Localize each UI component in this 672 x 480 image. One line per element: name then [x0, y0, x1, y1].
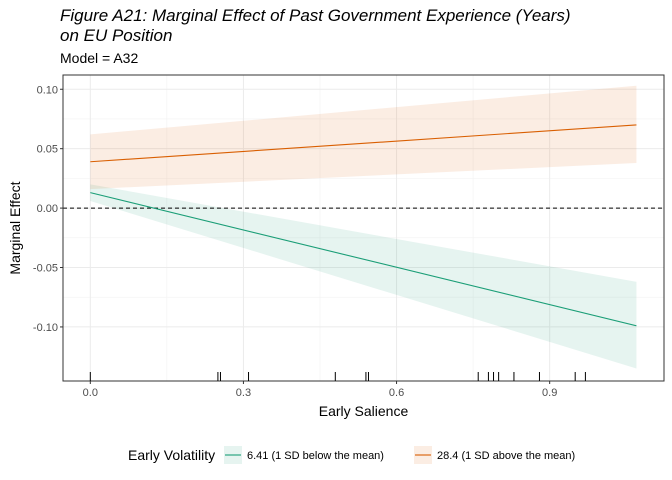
panel-border — [62, 74, 665, 382]
y-axis-ticks: 0.10 0.05 0.00 -0.05 -0.10 — [33, 84, 63, 334]
y-axis-title: Marginal Effect — [7, 181, 23, 274]
x-tick-label: 0.6 — [389, 387, 404, 399]
y-tick-label: 0.10 — [37, 84, 58, 96]
series-line-1 — [90, 192, 637, 327]
legend-label-2: 28.4 (1 SD above the mean) — [437, 450, 575, 462]
chart-subtitle: Model = A32 — [60, 50, 139, 66]
confidence-bands — [90, 85, 637, 369]
chart-title-line2: on EU Position — [60, 26, 173, 45]
y-tick-label: 0.00 — [37, 203, 58, 215]
chart-title: Figure A21: Marginal Effect of Past Gove… — [60, 6, 660, 46]
y-tick-label: 0.05 — [37, 144, 58, 156]
y-tick-label: -0.10 — [33, 322, 58, 334]
x-tick-label: 0.0 — [83, 387, 98, 399]
x-axis-title: Early Salience — [319, 403, 409, 419]
confidence-band-1 — [90, 184, 637, 369]
x-tick-label: 0.3 — [236, 387, 251, 399]
legend-label-1: 6.41 (1 SD below the mean) — [247, 450, 384, 462]
rug-marks — [89, 372, 586, 381]
x-axis-ticks: 0.0 0.3 0.6 0.9 — [83, 381, 557, 399]
x-tick-label: 0.9 — [542, 387, 557, 399]
legend: Early Volatility 6.41 (1 SD below the me… — [128, 446, 575, 464]
y-tick-label: -0.05 — [33, 263, 58, 275]
series-lines — [90, 124, 637, 327]
confidence-band-2 — [90, 85, 637, 190]
chart-title-line1: Figure A21: Marginal Effect of Past Gove… — [60, 6, 571, 25]
series-line-2 — [90, 124, 637, 163]
legend-title: Early Volatility — [128, 447, 215, 463]
